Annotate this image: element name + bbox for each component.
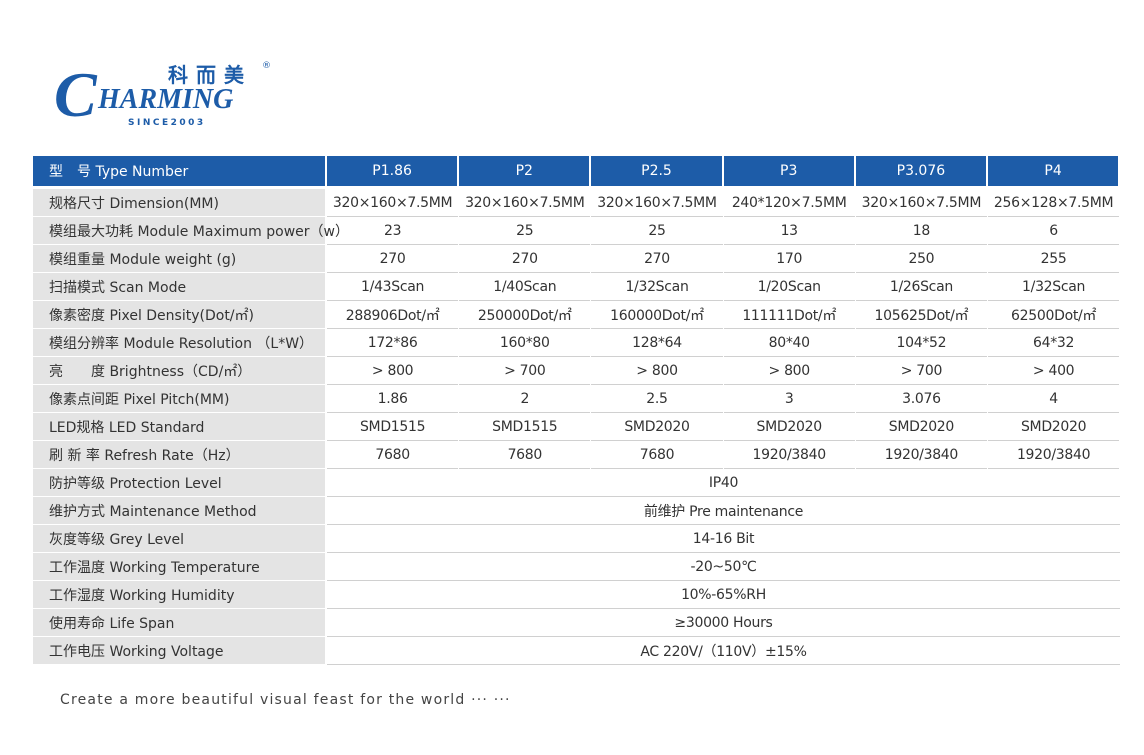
cell: 2.5 bbox=[591, 385, 723, 413]
cell: 270 bbox=[591, 245, 723, 273]
cell: SMD1515 bbox=[327, 413, 459, 441]
row-label: 工作湿度 Working Humidity bbox=[33, 581, 325, 608]
merged-cell: AC 220V/（110V）±15% bbox=[327, 637, 1120, 665]
cell: 1/32Scan bbox=[988, 273, 1120, 301]
cell: 1920/3840 bbox=[723, 441, 855, 469]
row-label: 工作电压 Working Voltage bbox=[33, 637, 325, 664]
cell: 18 bbox=[855, 217, 987, 245]
cell: 1/20Scan bbox=[723, 273, 855, 301]
cell: 320×160×7.5MM bbox=[459, 189, 591, 217]
footer-slogan: Create a more beautiful visual feast for… bbox=[60, 692, 511, 708]
cell: 1920/3840 bbox=[988, 441, 1120, 469]
cell: 320×160×7.5MM bbox=[591, 189, 723, 217]
cell: 172*86 bbox=[327, 329, 459, 357]
cell: 1920/3840 bbox=[855, 441, 987, 469]
row-label: 刷 新 率 Refresh Rate（Hz） bbox=[33, 441, 325, 468]
cell: 6 bbox=[988, 217, 1120, 245]
row-label: 模组分辨率 Module Resolution （L*W） bbox=[33, 329, 325, 356]
cell: 7680 bbox=[591, 441, 723, 469]
cell: 170 bbox=[723, 245, 855, 273]
header-cell: P2.5 bbox=[591, 156, 722, 186]
cell: 23 bbox=[327, 217, 459, 245]
cell: SMD2020 bbox=[591, 413, 723, 441]
cell: 250 bbox=[855, 245, 987, 273]
cell: > 700 bbox=[459, 357, 591, 385]
cell: 1/40Scan bbox=[459, 273, 591, 301]
cell: 25 bbox=[591, 217, 723, 245]
cell: 7680 bbox=[327, 441, 459, 469]
cell: 1.86 bbox=[327, 385, 459, 413]
cell: 2 bbox=[459, 385, 591, 413]
cell: 128*64 bbox=[591, 329, 723, 357]
cell: SMD2020 bbox=[723, 413, 855, 441]
header-cell: P4 bbox=[988, 156, 1119, 186]
cell: > 700 bbox=[855, 357, 987, 385]
row-label: 使用寿命 Life Span bbox=[33, 609, 325, 636]
cell: 288906Dot/㎡ bbox=[327, 301, 459, 329]
row-label: 维护方式 Maintenance Method bbox=[33, 497, 325, 524]
row-label: 模组重量 Module weight (g) bbox=[33, 245, 325, 272]
cell: 13 bbox=[723, 217, 855, 245]
row-label: 工作温度 Working Temperature bbox=[33, 553, 325, 580]
row-label: LED规格 LED Standard bbox=[33, 413, 325, 440]
cell: 160000Dot/㎡ bbox=[591, 301, 723, 329]
merged-cell: 前维护 Pre maintenance bbox=[327, 497, 1120, 525]
logo-rest: HARMING bbox=[97, 84, 233, 115]
cell: 1/26Scan bbox=[855, 273, 987, 301]
cell: 270 bbox=[327, 245, 459, 273]
cell: 1/43Scan bbox=[327, 273, 459, 301]
cell: 250000Dot/㎡ bbox=[459, 301, 591, 329]
cell: 105625Dot/㎡ bbox=[855, 301, 987, 329]
cell: 104*52 bbox=[855, 329, 987, 357]
cell: 111111Dot/㎡ bbox=[723, 301, 855, 329]
cell: 320×160×7.5MM bbox=[855, 189, 987, 217]
merged-cell: ≥30000 Hours bbox=[327, 609, 1120, 637]
cell: 25 bbox=[459, 217, 591, 245]
header-cell: P1.86 bbox=[327, 156, 458, 186]
merged-cell: IP40 bbox=[327, 469, 1120, 497]
row-label: 防护等级 Protection Level bbox=[33, 469, 325, 496]
logo-initial: C bbox=[54, 59, 98, 130]
header-cell: P2 bbox=[459, 156, 590, 186]
logo: 科而美 ® C HARMING SINCE2003 bbox=[54, 59, 271, 130]
row-label: 像素密度 Pixel Density(Dot/㎡) bbox=[33, 301, 325, 328]
cell: > 800 bbox=[723, 357, 855, 385]
cell: > 800 bbox=[591, 357, 723, 385]
logo-chinese: 科而美 bbox=[168, 63, 252, 87]
cell: 240*120×7.5MM bbox=[723, 189, 855, 217]
cell: 3.076 bbox=[855, 385, 987, 413]
cell: 160*80 bbox=[459, 329, 591, 357]
row-label: 像素点间距 Pixel Pitch(MM) bbox=[33, 385, 325, 412]
logo-registered: ® bbox=[262, 61, 271, 71]
cell: 255 bbox=[988, 245, 1120, 273]
cell: 256×128×7.5MM bbox=[988, 189, 1120, 217]
cell: 7680 bbox=[459, 441, 591, 469]
cell: 3 bbox=[723, 385, 855, 413]
row-label: 灰度等级 Grey Level bbox=[33, 525, 325, 552]
cell: 270 bbox=[459, 245, 591, 273]
cell: SMD2020 bbox=[988, 413, 1120, 441]
cell: SMD2020 bbox=[855, 413, 987, 441]
cell: 64*32 bbox=[988, 329, 1120, 357]
cell: > 800 bbox=[327, 357, 459, 385]
row-label: 亮 度 Brightness（CD/㎡） bbox=[33, 357, 325, 384]
row-label: 扫描模式 Scan Mode bbox=[33, 273, 325, 300]
header-cell: P3 bbox=[723, 156, 854, 186]
row-label: 模组最大功耗 Module Maximum power（w） bbox=[33, 217, 349, 244]
logo-since: SINCE2003 bbox=[128, 118, 206, 128]
header-cell: P3.076 bbox=[855, 156, 986, 186]
cell: 80*40 bbox=[723, 329, 855, 357]
header-label: 型 号 Type Number bbox=[33, 156, 325, 186]
merged-cell: 10%-65%RH bbox=[327, 581, 1120, 609]
cell: 1/32Scan bbox=[591, 273, 723, 301]
cell: 320×160×7.5MM bbox=[327, 189, 459, 217]
merged-cell: 14-16 Bit bbox=[327, 525, 1120, 553]
cell: > 400 bbox=[988, 357, 1120, 385]
cell: SMD1515 bbox=[459, 413, 591, 441]
cell: 4 bbox=[988, 385, 1120, 413]
cell: 62500Dot/㎡ bbox=[988, 301, 1120, 329]
row-label: 规格尺寸 Dimension(MM) bbox=[33, 189, 325, 216]
merged-cell: -20~50℃ bbox=[327, 553, 1120, 581]
